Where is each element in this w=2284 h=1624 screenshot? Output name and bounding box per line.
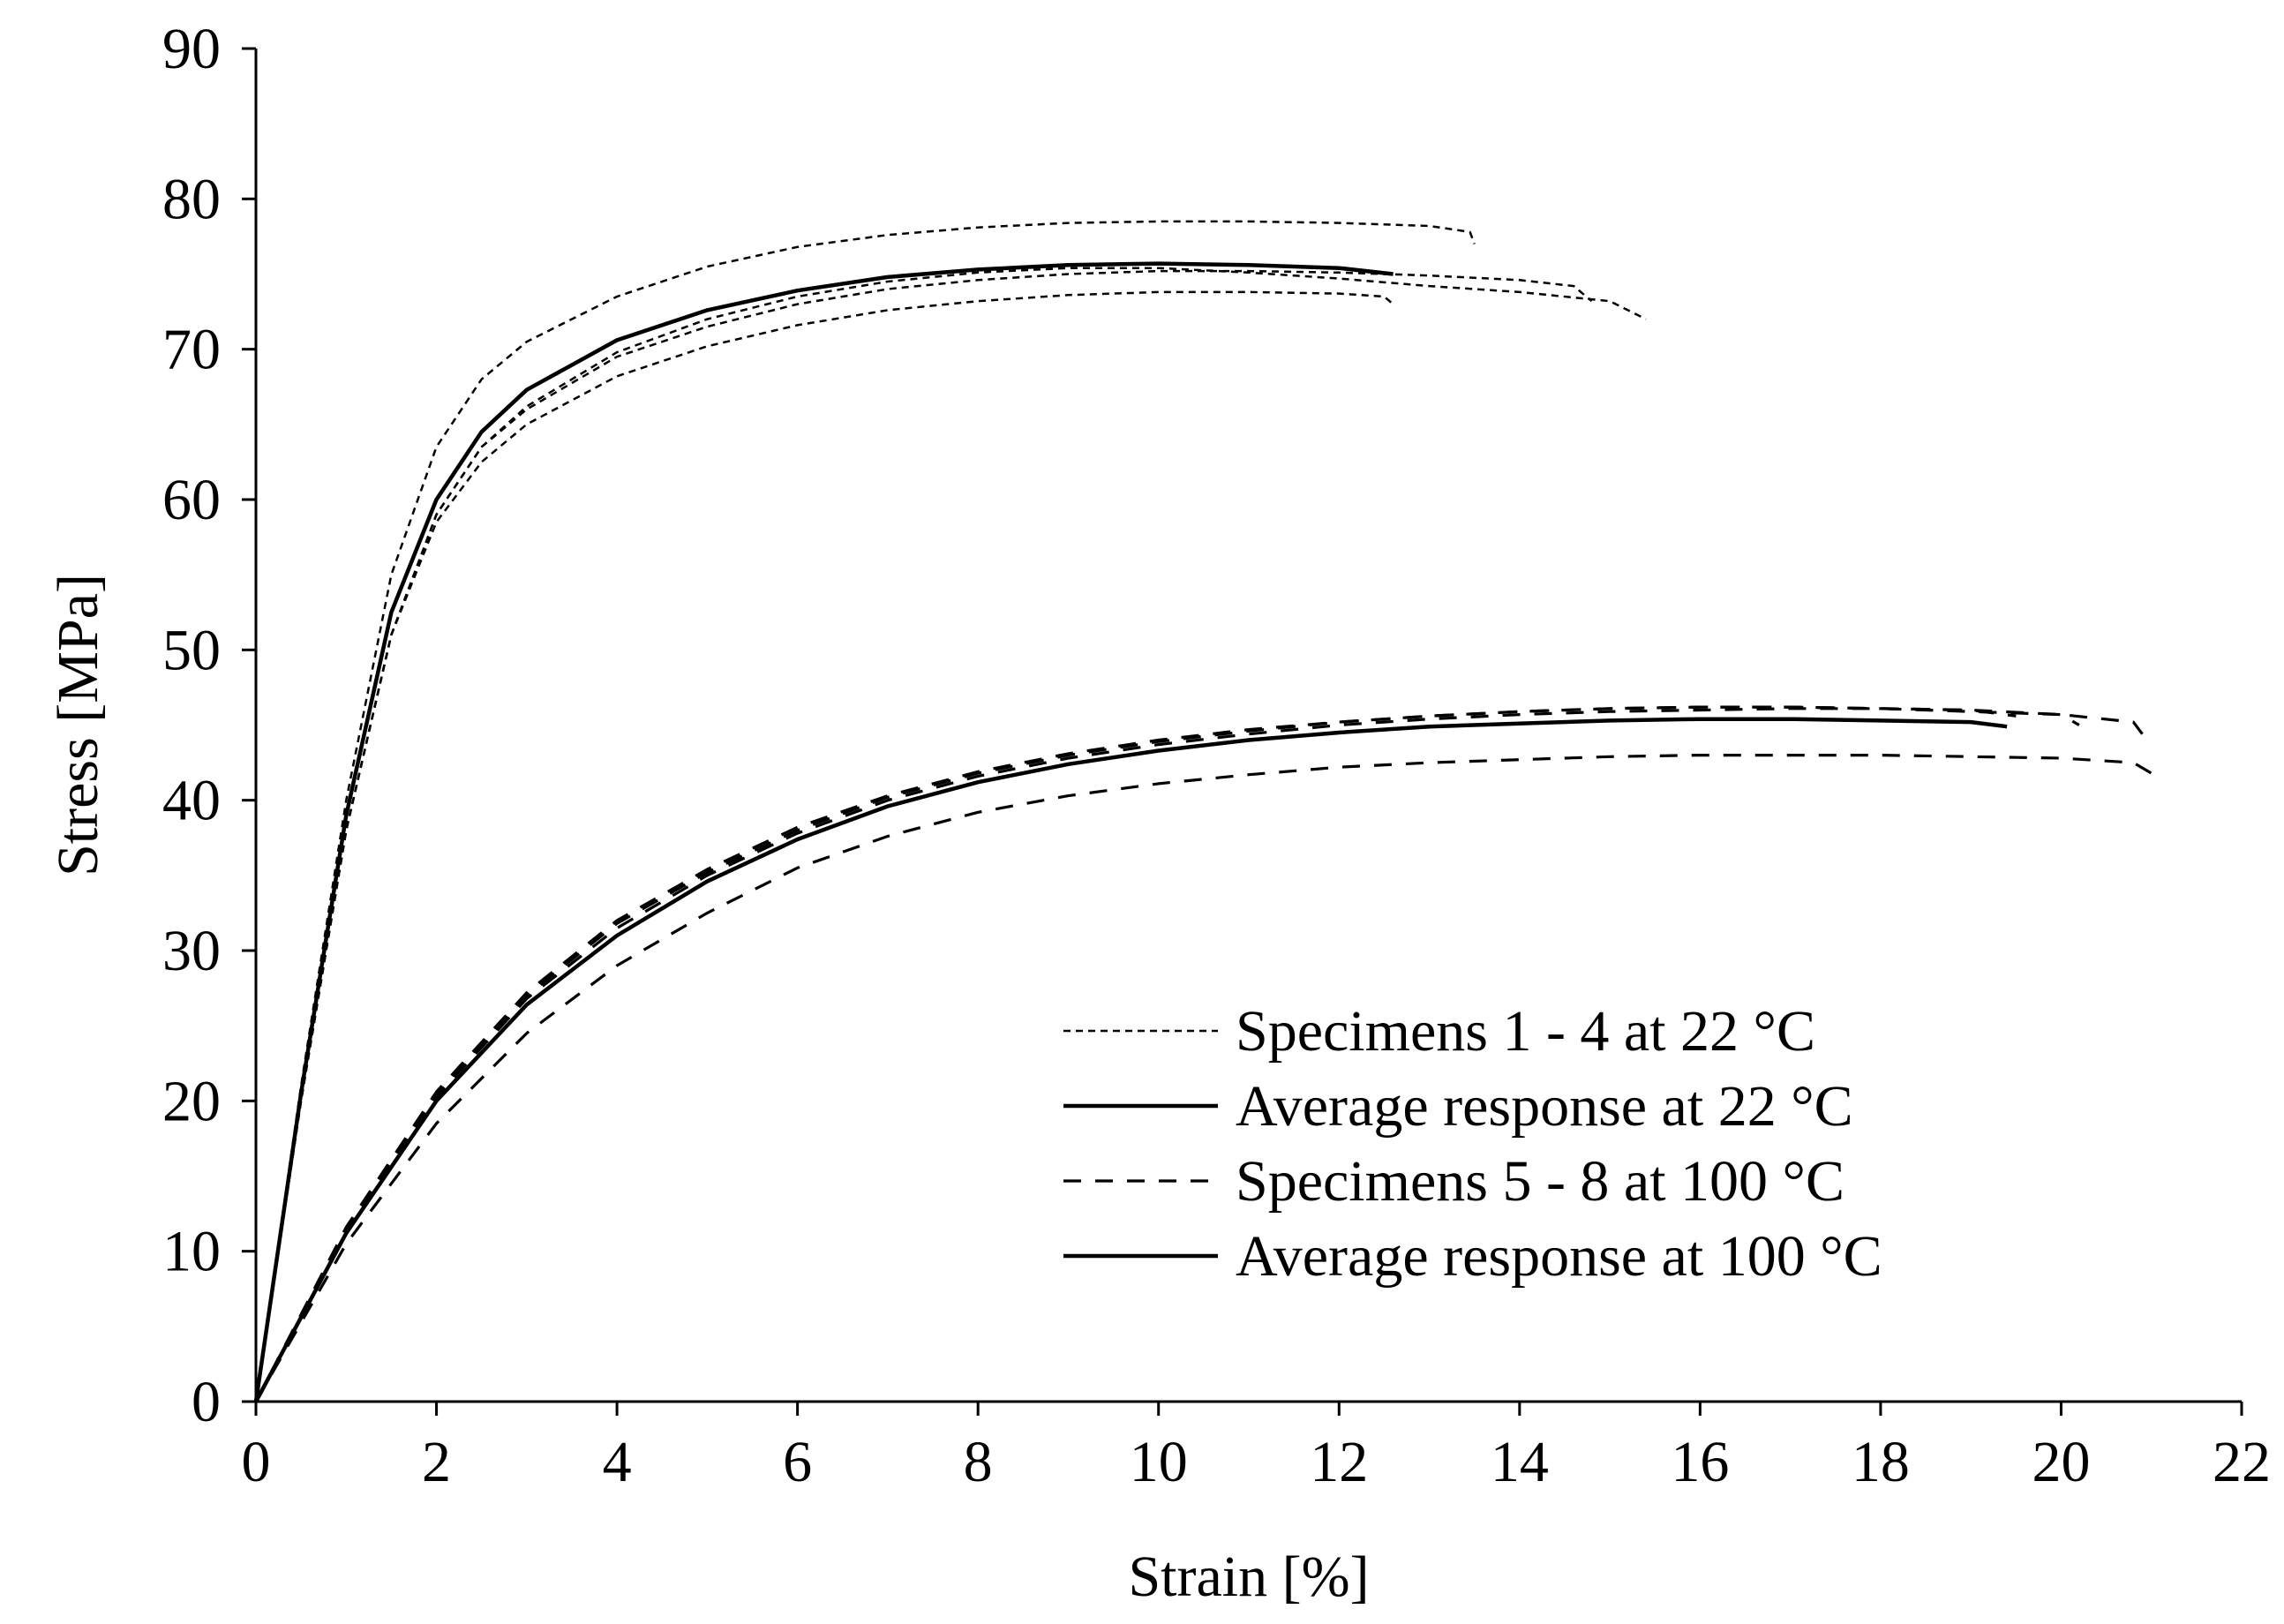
y-tick-label: 10 xyxy=(162,1220,221,1284)
legend-label: Specimens 5 - 8 at 100 °C xyxy=(1236,1149,1844,1214)
x-ticks: 0 2 4 6 8 10 12 14 16 18 20 22 xyxy=(242,1402,2271,1494)
x-axis-title: Strain [%] xyxy=(1128,1545,1369,1609)
x-tick-label: 8 xyxy=(964,1430,993,1494)
x-tick-label: 6 xyxy=(783,1430,812,1494)
series-line-2 xyxy=(254,269,1593,1402)
x-tick-label: 10 xyxy=(1130,1430,1188,1494)
x-tick-label: 2 xyxy=(422,1430,451,1494)
x-tick-label: 12 xyxy=(1310,1430,1368,1494)
y-tick-label: 70 xyxy=(162,318,221,382)
plot-area xyxy=(253,220,2153,1403)
x-tick-label: 14 xyxy=(1491,1430,1549,1494)
y-tick-label: 50 xyxy=(162,618,221,682)
x-tick-label: 18 xyxy=(1852,1430,1910,1494)
series-line-3 xyxy=(254,290,1394,1402)
series-line-8 xyxy=(254,705,2144,1402)
y-tick-label: 40 xyxy=(162,769,221,833)
x-tick-label: 0 xyxy=(242,1430,271,1494)
series-line-4 xyxy=(254,267,1647,1402)
x-tick-label: 20 xyxy=(2032,1430,2090,1494)
x-tick-label: 16 xyxy=(1671,1430,1729,1494)
y-tick-label: 20 xyxy=(162,1069,221,1133)
y-tick-label: 60 xyxy=(162,468,221,532)
legend-label: Average response at 100 °C xyxy=(1236,1224,1882,1289)
legend-label: Average response at 22 °C xyxy=(1236,1074,1853,1139)
y-tick-label: 90 xyxy=(162,17,221,81)
y-tick-label: 80 xyxy=(162,167,221,231)
legend-label: Specimens 1 - 4 at 22 °C xyxy=(1236,999,1815,1064)
series-line-1 xyxy=(254,220,1476,1402)
series-line-9 xyxy=(254,753,2153,1402)
legend: Specimens 1 - 4 at 22 °C Average response… xyxy=(1063,999,1882,1289)
series-line-10 xyxy=(254,717,2008,1403)
y-axis-title: Stress [MPa] xyxy=(46,574,110,876)
y-tick-label: 30 xyxy=(162,919,221,983)
y-tick-label: 0 xyxy=(192,1370,221,1434)
y-ticks: 0 10 20 30 40 50 60 70 80 90 xyxy=(162,17,256,1434)
series-line-7 xyxy=(254,707,2080,1402)
x-tick-label: 4 xyxy=(603,1430,632,1494)
x-tick-label: 22 xyxy=(2213,1430,2271,1494)
series-line-5 xyxy=(253,261,1394,1402)
